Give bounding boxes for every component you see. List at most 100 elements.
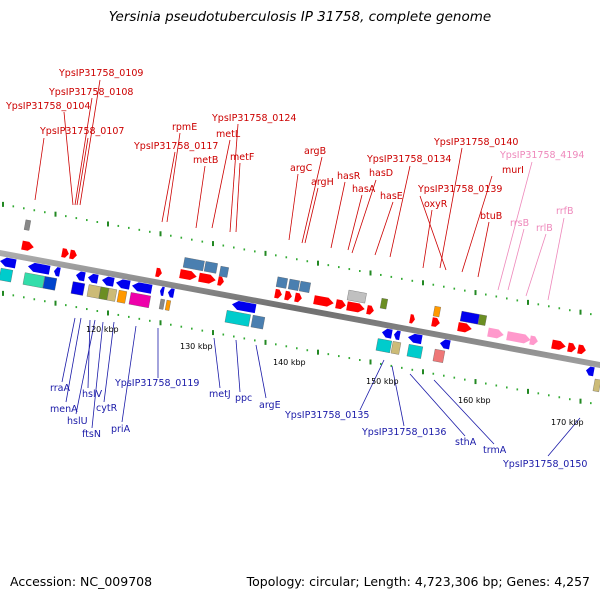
label-ypsip31758-0134: YpsIP31758_0134 (366, 154, 451, 165)
scale-dot (338, 355, 340, 358)
scale-dot (54, 300, 57, 306)
rna-gene (529, 335, 538, 346)
scale-dot (159, 231, 162, 237)
label-argb: argB (304, 146, 326, 157)
scale-dot (96, 310, 99, 313)
scale-dot (422, 280, 424, 286)
cog-box (70, 281, 86, 296)
reverse-gene-shape (0, 257, 17, 269)
forward-gene-shape (198, 272, 216, 284)
scale-dot (117, 224, 120, 227)
tick-label-160kbp: 160 kbp (458, 396, 491, 405)
label-ypsip31758-0107: YpsIP31758_0107 (39, 126, 124, 137)
gene-features (0, 219, 600, 393)
scale-dot (86, 308, 88, 311)
cog-box-shape (406, 344, 424, 359)
leader-line (103, 321, 115, 403)
scale-dot (380, 362, 382, 365)
cog-box (390, 341, 402, 355)
leader-line (419, 195, 447, 271)
scale-dot (296, 347, 298, 350)
scale-dot (23, 296, 25, 299)
leader-line (121, 325, 137, 423)
label-rrlb: rrlB (536, 223, 553, 234)
label-hasa: hasA (352, 184, 376, 195)
scale-dot (275, 254, 277, 257)
scale-dot (558, 307, 561, 310)
cog-box (182, 257, 205, 272)
label-hasr: hasR (337, 171, 361, 182)
scale-dot (411, 368, 414, 371)
scale-dot (474, 290, 477, 296)
scale-dot (65, 215, 67, 218)
cog-box (23, 219, 32, 231)
label-ypsip31758-0136: YpsIP31758_0136 (361, 427, 446, 438)
cog-box (22, 272, 45, 289)
leader-line (91, 321, 104, 429)
scale-dot (569, 309, 571, 312)
cog-box-shape (158, 298, 166, 310)
label-ypsip31758-0119: YpsIP31758_0119 (114, 378, 199, 389)
forward-gene-shape (577, 344, 586, 355)
rna-gene-shape (506, 331, 531, 344)
scale-dot (75, 306, 78, 309)
reverse-gene (54, 267, 61, 277)
cog-box-shape (182, 257, 205, 272)
cog-box-shape (592, 378, 600, 393)
genome-backbone (0, 250, 600, 368)
scale-dot (401, 366, 403, 369)
tick-label-140kbp: 140 kbp (273, 358, 306, 367)
scale-dot (54, 211, 57, 217)
label-stha: sthA (455, 437, 477, 448)
cog-box-shape (275, 276, 288, 289)
leader-line (75, 319, 96, 415)
scale-dot (201, 240, 204, 243)
leader-line (34, 137, 45, 201)
cog-box-shape (390, 341, 402, 355)
forward-gene-shape (21, 240, 34, 251)
scale-dot (96, 221, 99, 224)
label-oxyr: oxyR (424, 199, 448, 210)
cog-box-shape (298, 280, 311, 293)
forward-gene-shape (567, 342, 576, 353)
cog-box (592, 378, 600, 393)
cog-box (158, 298, 166, 310)
rna-gene (487, 327, 504, 339)
leader-line (235, 339, 241, 393)
scale-dot (317, 260, 319, 266)
cog-box (218, 265, 229, 278)
label-arge: argE (259, 400, 281, 411)
leader-line (359, 359, 385, 411)
scale-dot (138, 228, 141, 231)
cog-box (86, 284, 102, 299)
leader-line (229, 123, 239, 233)
reverse-gene (102, 276, 115, 287)
tick-label-120kbp: 120 kbp (86, 325, 119, 334)
label-metb: metB (193, 155, 218, 166)
scale-dot (212, 330, 214, 336)
reverse-gene-shape (440, 339, 451, 350)
scale-dot (12, 294, 15, 297)
forward-gene-shape (155, 267, 162, 278)
scale-dot (107, 310, 109, 316)
gene-labels: YpsIP31758_0109 YpsIP31758_0108 YpsIP317… (5, 68, 587, 470)
forward-gene (217, 276, 224, 286)
forward-gene (313, 295, 334, 307)
cog-box-shape (346, 289, 367, 304)
forward-gene (294, 292, 302, 303)
reverse-gene-shape (586, 366, 595, 377)
scale-dot (44, 300, 46, 303)
cog-box (0, 267, 14, 283)
cog-box (164, 299, 172, 311)
reverse-gene-shape (394, 330, 401, 341)
label-mena: menA (50, 404, 78, 415)
cog-box (224, 310, 251, 327)
map-title: Yersinia pseudotuberculosis IP 31758, co… (108, 9, 492, 25)
forward-gene (61, 248, 69, 258)
reverse-gene-shape (116, 279, 131, 290)
label-ypsip31758-4194: YpsIP31758_4194 (499, 150, 584, 161)
leader-line (301, 156, 323, 244)
cog-box (298, 280, 311, 293)
reverse-gene-shape (160, 286, 165, 297)
cog-box-shape (106, 288, 118, 302)
